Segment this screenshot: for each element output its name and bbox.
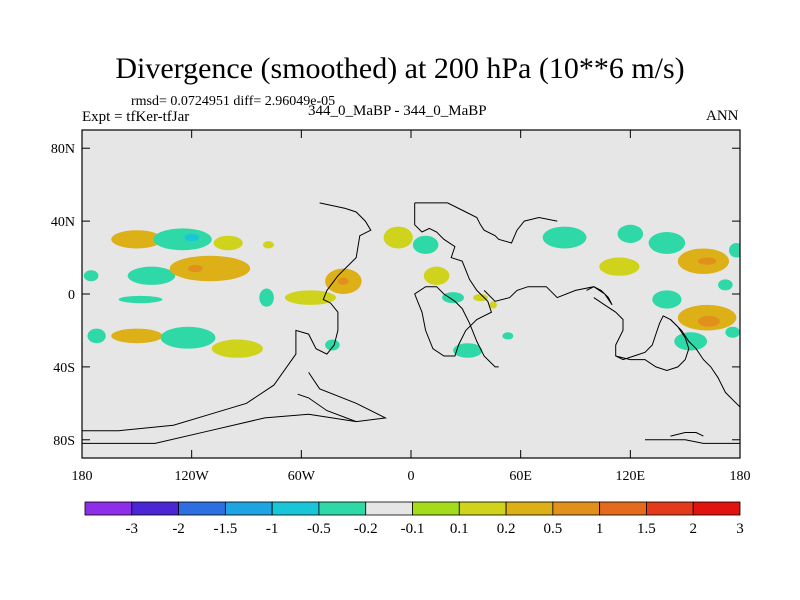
y-tick-label-1: 40N — [51, 215, 75, 230]
contour-blob-38 — [725, 326, 740, 338]
colorbar-label-7: 0.1 — [450, 521, 469, 537]
y-tick-label-2: 0 — [68, 288, 75, 303]
contour-blob-4 — [262, 241, 274, 249]
colorbar-swatch-7 — [412, 501, 460, 516]
colorbar-label-12: 2 — [689, 521, 697, 537]
colorbar-label-0: -3 — [126, 521, 139, 537]
y-tick-label-4: 80S — [53, 434, 75, 449]
experiment-label: Expt = tfKer-tfJar — [82, 109, 190, 125]
colorbar-label-1: -2 — [172, 521, 185, 537]
contour-blob-17 — [87, 328, 106, 344]
contour-blob-2 — [184, 233, 199, 242]
x-tick-label-1: 120W — [175, 469, 210, 484]
contour-blob-28 — [599, 257, 640, 276]
colorbar-swatch-2 — [178, 501, 226, 516]
colorbar-swatch-1 — [131, 501, 179, 516]
colorbar-label-2: -1.5 — [213, 521, 237, 537]
contour-blob-8 — [118, 295, 163, 304]
coastline-9 — [670, 432, 704, 437]
y-tick-label-0: 80N — [51, 142, 75, 157]
contour-blob-39 — [718, 279, 733, 291]
contour-blob-22 — [442, 292, 465, 304]
colorbar-swatch-13 — [692, 501, 741, 516]
contour-blob-10 — [259, 288, 274, 307]
colorbar-swatch-9 — [505, 501, 554, 516]
x-tick-label-3: 0 — [408, 469, 415, 484]
colorbar-swatch-4 — [271, 501, 320, 516]
contour-blob-21 — [423, 266, 450, 285]
x-tick-label-2: 60W — [288, 469, 316, 484]
contour-blob-6 — [169, 255, 251, 282]
x-tick-label-4: 60E — [509, 469, 532, 484]
colorbar-swatch-0 — [84, 501, 133, 516]
colorbar: -3 -2 -1.5 -1 -0.5 -0.2 -0.1 0.1 0.2 0.5 1 1.5 2 3 — [84, 501, 744, 537]
contour-blob-18 — [325, 339, 340, 351]
contour-blob-9 — [83, 270, 99, 282]
map-background — [82, 130, 740, 458]
colorbar-label-13: 3 — [736, 521, 744, 537]
contour-blob-14 — [111, 328, 163, 344]
colorbar-swatch-6 — [365, 501, 413, 516]
contour-blob-1 — [153, 228, 212, 251]
colorbar-label-10: 1 — [596, 521, 604, 537]
coastline-4 — [414, 202, 499, 368]
contour-blob-26 — [489, 301, 497, 309]
x-tick-label-6: 180 — [730, 469, 751, 484]
colorbar-swatch-3 — [224, 501, 273, 516]
x-tick-label-0: 180 — [72, 469, 93, 484]
contour-blob-5 — [127, 266, 176, 285]
contour-blob-7 — [188, 264, 203, 273]
contour-blob-36 — [697, 315, 720, 327]
coastline-2 — [297, 393, 357, 423]
colorbar-swatch-12 — [646, 501, 694, 516]
contour-blob-34 — [652, 290, 682, 309]
stats-label: rmsd= 0.0724951 diff= 2.96049e-05 — [131, 94, 336, 109]
coastline-1 — [82, 372, 388, 444]
contour-blob-33 — [729, 242, 740, 258]
chart-title: Divergence (smoothed) at 200 hPa (10**6 … — [115, 52, 685, 85]
contour-blob-23 — [473, 294, 488, 302]
contour-blob-15 — [160, 326, 216, 349]
contour-blob-25 — [502, 332, 514, 340]
colorbar-label-6: -0.1 — [401, 521, 425, 537]
colorbar-label-5: -0.2 — [354, 521, 378, 537]
contour-blob-20 — [412, 235, 439, 254]
x-tick-label-5: 120E — [616, 469, 646, 484]
contour-blob-16 — [211, 339, 263, 358]
colorbar-label-3: -1 — [266, 521, 279, 537]
colorbar-label-4: -0.5 — [307, 521, 331, 537]
coastline-5 — [483, 286, 613, 306]
colorbar-label-8: 0.2 — [497, 521, 516, 537]
contour-blob-30 — [648, 232, 686, 254]
contour-blob-11 — [284, 290, 337, 305]
coastline-3 — [414, 202, 558, 244]
axis-ticks: 180 120W 60W 0 60E 120E 180 80N 40N 0 40S 80S — [51, 130, 751, 484]
contour-blob-37 — [674, 332, 708, 351]
contour-blob-32 — [697, 257, 717, 265]
runs-label: 344_0_MaBP - 344_0_MaBP — [308, 103, 487, 119]
coastline-6 — [593, 297, 690, 372]
contour-blob-24 — [453, 343, 483, 358]
colorbar-label-9: 0.5 — [543, 521, 562, 537]
coastline-0 — [82, 202, 372, 432]
colorbar-swatch-11 — [599, 501, 647, 516]
contour-blob-19 — [383, 226, 413, 249]
coastlines — [82, 202, 740, 444]
colorbar-label-11: 1.5 — [637, 521, 656, 537]
contour-blob-29 — [617, 224, 644, 243]
colorbar-swatch-10 — [552, 501, 601, 516]
coastline-8 — [645, 439, 740, 444]
colorbar-swatch-5 — [318, 501, 367, 516]
season-label: ANN — [706, 108, 739, 124]
contour-blob-13 — [337, 277, 349, 285]
contour-fields — [83, 224, 740, 358]
coastline-7 — [670, 319, 740, 408]
contour-blob-3 — [213, 235, 243, 251]
y-tick-label-3: 40S — [53, 361, 75, 376]
contour-blob-0 — [111, 230, 163, 249]
contour-blob-27 — [542, 226, 587, 249]
colorbar-swatch-8 — [458, 501, 507, 516]
